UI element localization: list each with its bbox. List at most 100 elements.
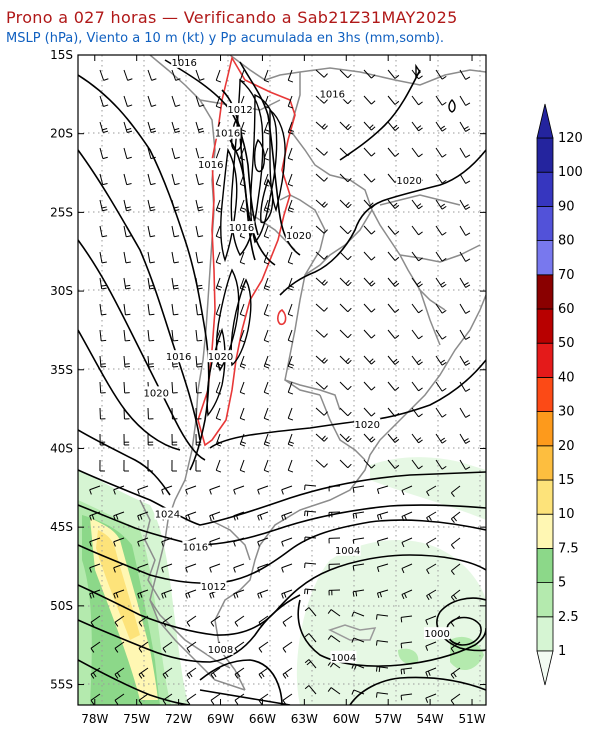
wind-barb (113, 563, 125, 573)
isobar-label-bg (354, 417, 381, 430)
wind-barb (315, 459, 328, 468)
wind-barb (327, 635, 341, 643)
wind-barb (99, 459, 105, 472)
colorbar-swatch (536, 411, 554, 447)
wind-barb (263, 381, 270, 395)
wind-barb (304, 484, 317, 491)
wind-barb (459, 433, 471, 444)
isobar-label: 1020 (144, 388, 169, 399)
wind-barb (161, 537, 173, 547)
wind-barb (363, 225, 376, 235)
wind-barb (263, 433, 271, 447)
wind-barb (315, 121, 328, 130)
latitude-axis: 15S 20S 25S 30S 35S 40S 45S 50S 55S (50, 48, 486, 692)
wind-barb (281, 537, 293, 547)
wind-barb (387, 407, 400, 417)
wind-barb (209, 511, 221, 521)
wind-barb (215, 459, 222, 473)
colorbar-swatch (536, 205, 554, 241)
isobar-label: 1012 (201, 582, 226, 593)
colorbar-swatch (536, 513, 554, 549)
wind-barb (315, 277, 328, 286)
wind-barb (89, 563, 101, 573)
isobar-label: 1016 (229, 223, 254, 234)
wind-barb (195, 329, 203, 342)
wind-barb (387, 225, 400, 235)
colorbar-swatch (536, 240, 554, 276)
wind-barb (171, 69, 181, 81)
wind-barb (215, 381, 222, 395)
wind-barb (215, 173, 222, 187)
wind-barb (376, 563, 389, 573)
wind-barb (450, 563, 461, 576)
wind-barb (233, 589, 245, 599)
wind-barb (459, 277, 471, 288)
wind-barb (387, 433, 400, 443)
wind-barb (239, 251, 246, 265)
wind-barb (459, 407, 471, 418)
wind-barb (376, 589, 389, 599)
isobar-label-bg (228, 221, 255, 234)
wind-barb (339, 329, 352, 339)
wind-barb (450, 641, 461, 653)
wind-barb (315, 69, 328, 78)
wind-barb (287, 147, 294, 161)
wind-barb (411, 69, 423, 80)
wind-barb (411, 277, 423, 288)
lon-tick-label: 72W (165, 712, 192, 726)
lat-tick-label: 25S (50, 205, 73, 219)
isobar-label: 1016 (183, 543, 208, 554)
wind-barb (113, 589, 125, 599)
wind-barb (351, 689, 365, 695)
wind-barb (210, 667, 221, 679)
wind-barb (363, 173, 376, 183)
isobar-label-bg (396, 173, 423, 186)
isobar-label: 1024 (155, 510, 180, 521)
wind-barb (234, 615, 245, 627)
wind-barb (114, 693, 125, 705)
precip-contour-red (197, 55, 296, 447)
isobar-label-bg (227, 103, 254, 116)
colorbar-bottom-triangle (536, 650, 554, 686)
wind-barb (137, 563, 149, 573)
wind-barb (375, 692, 389, 698)
wind-barb (435, 433, 447, 444)
wind-barb (90, 693, 101, 705)
wind-barb (162, 615, 173, 627)
wind-barb (411, 303, 423, 314)
wind-barb (387, 303, 400, 313)
wind-barb (435, 303, 447, 314)
wind-barb (195, 407, 202, 420)
wind-barb (186, 693, 197, 705)
wind-barb (215, 95, 222, 109)
lon-tick-label: 60W (333, 712, 360, 726)
wind-barb (186, 615, 197, 627)
colorbar-top-triangle (536, 103, 554, 139)
wind-barb (387, 69, 400, 79)
wind-barb (411, 329, 423, 340)
wind-barb (147, 225, 156, 238)
wind-barb (113, 537, 125, 547)
wind-barb (363, 199, 376, 209)
wind-barb (450, 589, 461, 602)
wind-barb (304, 685, 317, 695)
wind-barb (195, 381, 202, 394)
wind-barb (400, 693, 413, 701)
wind-barb (304, 510, 317, 517)
wind-barb (435, 329, 447, 340)
wind-barb (435, 69, 447, 80)
isobar-label-bg (207, 642, 234, 655)
wind-barb (239, 329, 246, 343)
wind-barb (411, 147, 423, 158)
wind-barb (123, 199, 132, 212)
colorbar-label: 70 (558, 268, 575, 283)
wind-barb (351, 637, 365, 643)
wind-barb (387, 329, 400, 339)
colorbar-swatch (536, 548, 554, 584)
wind-barb (195, 303, 203, 316)
wind-barb (304, 633, 317, 643)
wind-barb (400, 667, 413, 675)
wind-barb (147, 277, 155, 290)
wind-barb (339, 355, 352, 365)
isobar-label: 1020 (396, 176, 421, 187)
